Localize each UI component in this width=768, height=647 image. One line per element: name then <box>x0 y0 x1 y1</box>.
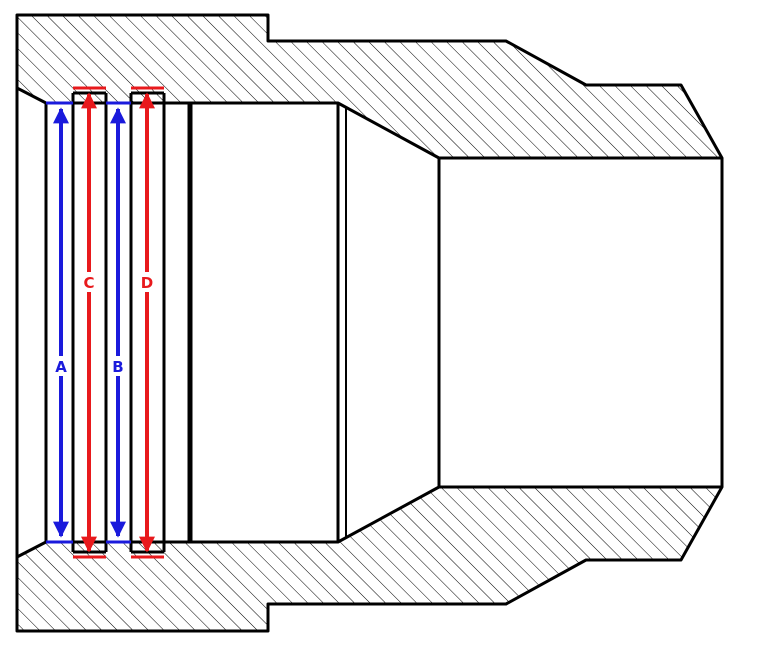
dimension-d: D <box>131 86 164 559</box>
top-wall-section <box>15 13 724 160</box>
dimension-c-label: C <box>83 274 94 292</box>
dimension-a: A <box>46 101 73 544</box>
groove-lines <box>71 93 193 552</box>
bottom-wall-section <box>15 485 724 633</box>
dimension-b-label: B <box>112 358 123 376</box>
dimension-c: C <box>73 86 106 559</box>
dimension-a-label: A <box>55 358 67 376</box>
dimension-b: B <box>106 101 131 544</box>
bore-outline <box>15 88 724 557</box>
dimension-d-label: D <box>141 274 153 292</box>
